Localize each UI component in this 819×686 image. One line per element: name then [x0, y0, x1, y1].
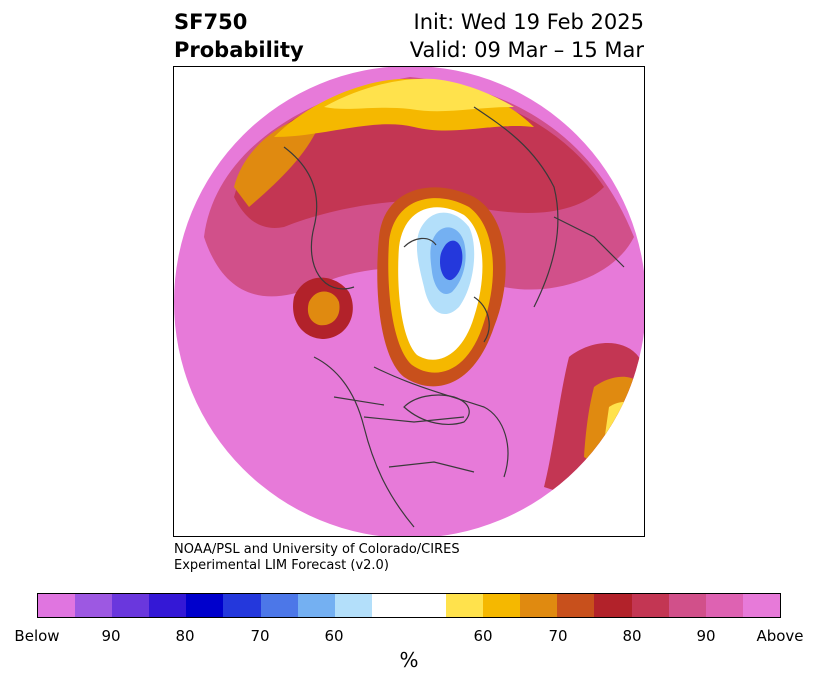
- colorbar-above-75: [631, 594, 669, 617]
- colorbar-tick-above-90: 90: [696, 627, 716, 645]
- colorbar-below-50: [334, 594, 372, 617]
- colorbar-below-70: [186, 594, 224, 617]
- colorbar-tick-below: Below: [14, 627, 60, 645]
- colorbar-tick-above: Above: [756, 627, 804, 645]
- colorbar-above-70: [594, 594, 632, 617]
- colorbar-tick-above-80: 80: [622, 627, 642, 645]
- field-near-50: [324, 78, 514, 112]
- colorbar-tick-below-80: 80: [175, 627, 195, 645]
- title-variable: SF750: [174, 10, 248, 34]
- map-title: SF750 Probability: [174, 8, 304, 64]
- colorbar-neutral: [371, 594, 447, 617]
- valid-range: Valid: 09 Mar – 15 Mar: [409, 38, 644, 62]
- colorbar-below-90plus: [38, 594, 76, 617]
- colorbar-unit: %: [399, 648, 419, 672]
- colorbar-below-60: [260, 594, 298, 617]
- colorbar-above-85: [705, 594, 743, 617]
- colorbar-tick-below-60: 60: [324, 627, 344, 645]
- colorbar-tick-above-70: 70: [548, 627, 568, 645]
- colorbar-below-85: [75, 594, 113, 617]
- colorbar-below-80: [112, 594, 150, 617]
- colorbar-above-90plus: [742, 594, 780, 617]
- field-above-pacific-core: [307, 291, 340, 326]
- colorbar-tick-above-60: 60: [473, 627, 493, 645]
- field-above-60-west: [234, 112, 324, 207]
- field-above-atlantic-mid: [584, 376, 644, 487]
- init-date: Init: Wed 19 Feb 2025: [413, 10, 644, 34]
- credit-text: NOAA/PSL and University of Colorado/CIRE…: [174, 542, 460, 574]
- field-above-atlantic-low: [604, 401, 644, 467]
- credit-line-2: Experimental LIM Forecast (v2.0): [174, 558, 389, 573]
- field-below-90: [440, 240, 463, 281]
- forecast-dates: Init: Wed 19 Feb 2025 Valid: 09 Mar – 15…: [410, 8, 644, 64]
- probability-map-svg: [174, 67, 644, 536]
- colorbar-above-60: [520, 594, 558, 617]
- title-quantity: Probability: [174, 38, 304, 62]
- colorbar-above-50: [446, 594, 484, 617]
- credit-line-1: NOAA/PSL and University of Colorado/CIRE…: [174, 542, 460, 557]
- colorbar-above-65: [557, 594, 595, 617]
- colorbar-tick-below-70: 70: [250, 627, 270, 645]
- colorbar-tick-below-90: 90: [101, 627, 121, 645]
- colorbar-above-80: [668, 594, 706, 617]
- colorbar-below-55: [297, 594, 335, 617]
- colorbar: [37, 593, 781, 618]
- colorbar-above-55: [483, 594, 521, 617]
- colorbar-below-75: [149, 594, 187, 617]
- colorbar-below-65: [223, 594, 261, 617]
- polar-map: [173, 66, 645, 537]
